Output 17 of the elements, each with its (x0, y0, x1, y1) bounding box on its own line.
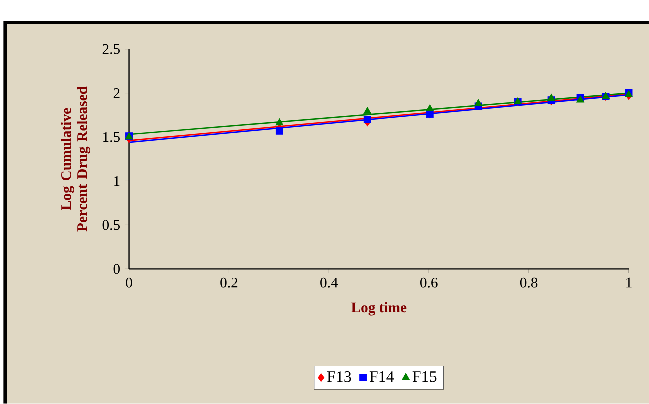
y-tick-label: 0.5 (102, 220, 120, 230)
x-tick-label: 0.8 (520, 278, 538, 288)
x-tick-label: 1 (626, 278, 632, 288)
y-tick-label: 1.5 (104, 132, 120, 142)
y-axis-title: Log Cumulative Percent Drug Released (61, 86, 90, 232)
x-tick-label: 0.6 (420, 278, 438, 288)
legend-label: F13 (327, 372, 352, 382)
x-axis-title: Log time (352, 302, 407, 316)
y-tick-label: 2 (114, 88, 120, 98)
y-tick-label: 0 (114, 264, 120, 274)
legend-label: F15 (412, 372, 437, 382)
y-tick-label: 1 (114, 176, 120, 186)
y-tick-label: 2.5 (102, 44, 120, 54)
x-tick-label: 0.2 (220, 278, 238, 288)
x-tick-label: 0 (126, 278, 132, 288)
x-tick-label: 0.4 (320, 278, 338, 288)
legend-label: F14 (370, 372, 394, 382)
